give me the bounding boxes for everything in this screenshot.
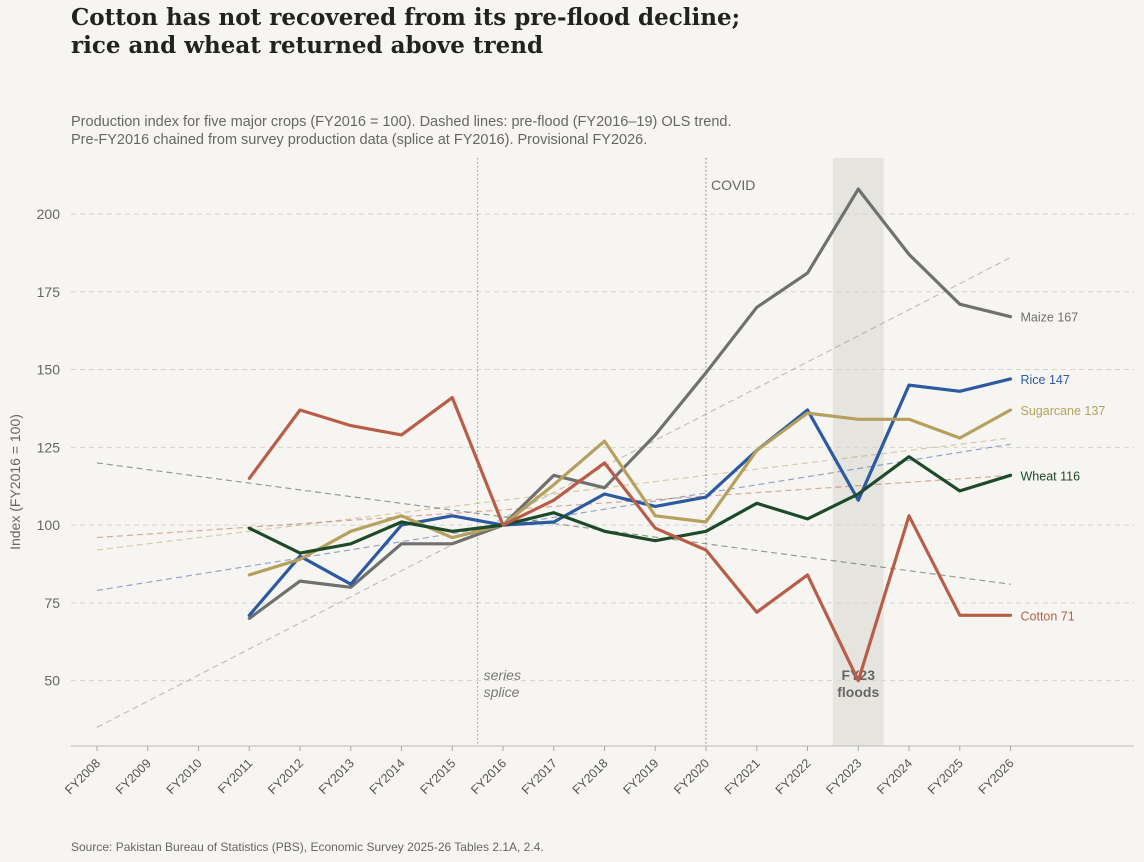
x-tick-label-FY2020: FY2020 [671,756,712,797]
x-tick-label-FY2024: FY2024 [874,756,915,797]
x-tick-label-FY2017: FY2017 [519,756,560,797]
splice-label-line-1: series [484,667,521,683]
x-tick-label-FY2011: FY2011 [215,756,255,796]
series-line-maize [247,187,1013,620]
x-tick-label-FY2012: FY2012 [265,756,306,797]
x-tick-label-FY2019: FY2019 [621,756,662,797]
y-tick-label-100: 100 [37,517,61,533]
end-label-cotton: Cotton 71 [1021,609,1075,623]
chart-subtitle-line-2: Pre-FY2016 chained from survey productio… [71,132,648,148]
x-tick-label-FY2015: FY2015 [418,756,459,797]
splice-label-line-2: splice [484,684,520,700]
x-tick-label-FY2018: FY2018 [570,756,611,797]
x-tick-label-FY2016: FY2016 [468,756,509,797]
x-tick-label-FY2009: FY2009 [113,756,154,797]
chart-title: Cotton has not recovered from its pre-fl… [71,4,1071,60]
x-tick-label-FY2008: FY2008 [62,756,103,797]
y-tick-label-50: 50 [44,673,60,689]
x-tick-label-FY2026: FY2026 [976,756,1017,797]
x-tick-label-FY2013: FY2013 [316,756,357,797]
covid-label: COVID [711,177,755,193]
trend-line-rice [96,443,1011,592]
end-label-sugarcane: Sugarcane 137 [1021,404,1106,418]
chart-subtitle-line-1: Production index for five major crops (F… [71,114,732,130]
trend-line-sugarcane [96,437,1011,551]
source-note: Source: Pakistan Bureau of Statistics (P… [71,840,544,854]
y-axis-label: Index (FY2016 = 100) [7,414,23,550]
x-tick-label-FY2023: FY2023 [824,756,865,797]
end-label-rice: Rice 147 [1021,373,1070,387]
trend-line-maize [96,257,1011,728]
x-tick-label-FY2014: FY2014 [367,756,408,797]
end-label-wheat: Wheat 116 [1021,469,1081,483]
chart-title-line-1: Cotton has not recovered from its pre-fl… [71,4,741,31]
x-tick-label-FY2025: FY2025 [925,756,966,797]
x-tick-label-FY2010: FY2010 [164,756,205,797]
y-tick-label-75: 75 [44,595,60,611]
y-tick-label-200: 200 [37,206,61,222]
floods-label-line-1: FY23 [842,667,876,683]
y-tick-label-150: 150 [37,362,61,378]
end-label-maize: Maize 167 [1021,311,1079,325]
floods-band [832,158,884,746]
series-line-cotton [247,396,1013,683]
floods-label-line-2: floods [837,684,879,700]
chart-title-line-2: rice and wheat returned above trend [71,32,544,59]
series-line-sugarcane [247,408,1013,577]
chart-subtitle: Production index for five major crops (F… [71,113,1121,149]
x-tick-label-FY2022: FY2022 [773,756,814,797]
series-line-rice [247,377,1013,617]
x-tick-label-FY2021: FY2021 [722,756,763,797]
y-tick-label-175: 175 [37,284,61,300]
series-line-wheat [247,455,1013,555]
y-tick-label-125: 125 [37,439,61,455]
